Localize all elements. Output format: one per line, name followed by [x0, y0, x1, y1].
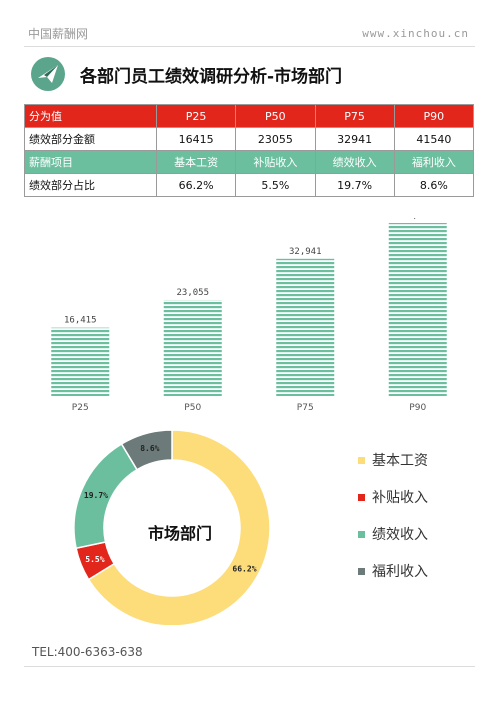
legend-swatch	[358, 456, 365, 464]
table-row: 分为值 P25 P50 P75 P90	[24, 104, 475, 128]
bar-category-label: P75	[297, 403, 314, 413]
table-cell: P25	[155, 104, 237, 128]
percentile-bar-chart: 16,415 P25 23,055 P50 32,941 P75 41,540 P90	[51, 218, 447, 413]
row-label: 绩效部分金额	[24, 127, 157, 151]
bar-category-label: P90	[409, 403, 426, 413]
table-cell: P75	[314, 104, 395, 128]
bar-value-label: 23,055	[176, 288, 209, 298]
table-row: 绩效部分占比 66.2% 5.5% 19.7% 8.6%	[24, 173, 475, 197]
table-cell: 绩效收入	[314, 150, 395, 174]
legend-swatch	[358, 567, 365, 575]
donut-slice-label: 5.5%	[85, 555, 104, 564]
bar-p75	[276, 258, 335, 396]
footer-divider	[24, 666, 475, 667]
table-cell: 8.6%	[393, 173, 475, 197]
contact-phone: TEL:400-6363-638	[32, 645, 143, 659]
row-label: 薪酬项目	[24, 150, 157, 174]
donut-slice-label: 8.6%	[140, 444, 159, 453]
table-row: 薪酬项目 基本工资 补贴收入 绩效收入 福利收入	[24, 150, 475, 174]
table-cell: P50	[235, 104, 316, 128]
page-title: 各部门员工绩效调研分析-市场部门	[80, 66, 343, 87]
bar-value-label: 32,941	[289, 247, 322, 257]
table-cell: 19.7%	[314, 173, 395, 197]
legend-swatch	[358, 493, 365, 501]
bar-value-label: 41,540	[401, 218, 434, 221]
header-divider	[24, 46, 475, 47]
donut-slice-label: 19.7%	[84, 491, 108, 500]
legend-item: 基本工资	[358, 450, 428, 470]
legend-item: 福利收入	[358, 561, 428, 581]
table-cell: 福利收入	[393, 150, 475, 174]
table-cell: 66.2%	[155, 173, 237, 197]
donut-center-label: 市场部门	[148, 524, 213, 543]
site-name: 中国薪酬网	[28, 27, 89, 41]
donut-chart-wrap: 66.2% 5.5% 19.7% 8.6%	[60, 425, 280, 629]
row-label: 分为值	[24, 104, 157, 128]
salary-donut-chart: 66.2% 5.5% 19.7% 8.6%	[73, 429, 271, 627]
table-cell: 基本工资	[155, 150, 237, 174]
table-cell: 5.5%	[235, 173, 316, 197]
bar-p25	[51, 327, 110, 396]
bar-value-label: 16,415	[64, 316, 97, 326]
legend-label: 基本工资	[372, 453, 428, 469]
legend-label: 福利收入	[372, 564, 428, 580]
table-cell: P90	[393, 104, 475, 128]
title-row: 各部门员工绩效调研分析-市场部门	[30, 56, 342, 92]
table-row: 绩效部分金额 16415 23055 32941 41540	[24, 127, 475, 151]
legend-item: 补贴收入	[358, 487, 428, 507]
bar-category-label: P25	[72, 403, 89, 413]
table-cell: 41540	[393, 127, 475, 151]
paper-plane-icon	[31, 57, 65, 91]
bar-category-label: P50	[184, 403, 201, 413]
site-url[interactable]: www.xinchou.cn	[362, 27, 469, 40]
performance-table: 分为值 P25 P50 P75 P90 绩效部分金额 16415 23055 3…	[24, 104, 475, 197]
table-cell: 补贴收入	[235, 150, 316, 174]
legend-label: 补贴收入	[372, 490, 428, 506]
legend-swatch	[358, 530, 365, 538]
donut-slice	[120, 429, 173, 471]
bar-p50	[163, 299, 222, 396]
donut-slice	[87, 429, 271, 627]
table-cell: 32941	[314, 127, 395, 151]
legend-label: 绩效收入	[372, 527, 428, 543]
table-cell: 23055	[235, 127, 316, 151]
table-cell: 16415	[155, 127, 237, 151]
bar-p90	[388, 223, 447, 396]
row-label: 绩效部分占比	[24, 173, 157, 197]
legend-item: 绩效收入	[358, 524, 428, 544]
donut-slice-label: 66.2%	[232, 564, 256, 573]
legend: 基本工资 补贴收入 绩效收入 福利收入	[358, 450, 428, 598]
